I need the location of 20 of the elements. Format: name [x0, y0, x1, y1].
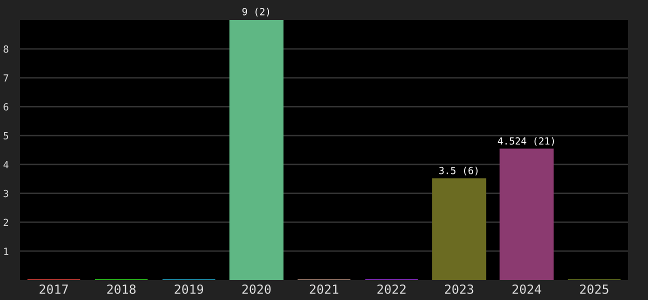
- y-tick-label: 7: [4, 74, 8, 82]
- data-label: 9 (2): [242, 8, 270, 16]
- x-tick-label: 2023: [444, 284, 474, 294]
- x-tick-label: 2025: [580, 284, 608, 294]
- x-tick-label: 2020: [242, 284, 271, 294]
- y-tick-label: 8: [4, 45, 8, 53]
- x-tick-label: 2022: [377, 284, 406, 294]
- x-tick-label: 2019: [174, 284, 204, 294]
- y-tick-label: 6: [4, 103, 8, 111]
- y-tick-label: 1: [4, 248, 8, 255]
- x-tick-label: 2017: [40, 284, 68, 294]
- data-label: 4.524 (21): [498, 137, 554, 146]
- x-tick-label: 2024: [512, 284, 542, 294]
- y-tick-label: 4: [4, 161, 8, 168]
- data-label: 3.5 (6): [439, 166, 478, 176]
- y-tick-label: 5: [4, 132, 8, 140]
- x-tick-label: 2021: [310, 284, 338, 294]
- y-tick-label: 2: [4, 218, 8, 226]
- y-tick-label: 3: [4, 190, 8, 198]
- x-tick-label: 2018: [107, 284, 136, 294]
